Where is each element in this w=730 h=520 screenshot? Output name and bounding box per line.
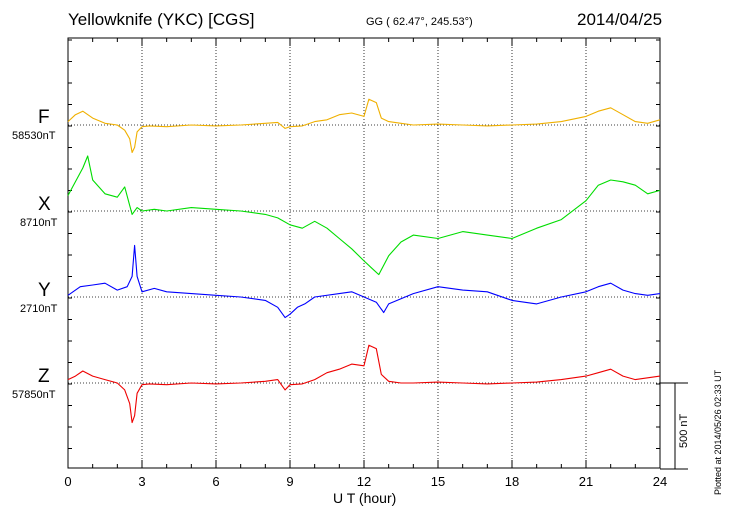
series-label-f: F [38,107,50,128]
x-tick-label-21: 21 [579,474,593,489]
plotted-timestamp: Plotted at 2014/05/26 02:33 UT [713,369,723,495]
series-label-x: X [38,194,51,215]
series-baseline-z: 57850nT [12,389,56,401]
x-tick-label-15: 15 [431,474,445,489]
x-tick-label-9: 9 [286,474,293,489]
x-tick-label-0: 0 [64,474,71,489]
x-tick-label-18: 18 [505,474,519,489]
series-line-y [67,244,661,319]
plot-frame [67,37,661,469]
series-baseline-y: 2710nT [20,303,58,315]
scale-bar-label: 500 nT [678,413,690,448]
x-axis-label: U T (hour) [333,490,397,506]
x-tick-label-6: 6 [212,474,219,489]
chart-date: 2014/04/25 [577,10,663,29]
station-coordinates: GG ( 62.47°, 245.53°) [366,16,473,28]
series-line-f [67,98,661,154]
x-tick-label-12: 12 [357,474,371,489]
chart-title: Yellowknife (YKC) [CGS] [68,10,255,29]
series-line-x [67,155,661,276]
series-baseline-f: 58530nT [12,130,56,142]
series-label-y: Y [38,280,51,301]
series-label-z: Z [38,366,50,387]
series-line-z [67,344,661,424]
x-tick-label-3: 3 [138,474,145,489]
series-baseline-x: 8710nT [20,217,58,229]
x-tick-label-24: 24 [653,474,667,489]
